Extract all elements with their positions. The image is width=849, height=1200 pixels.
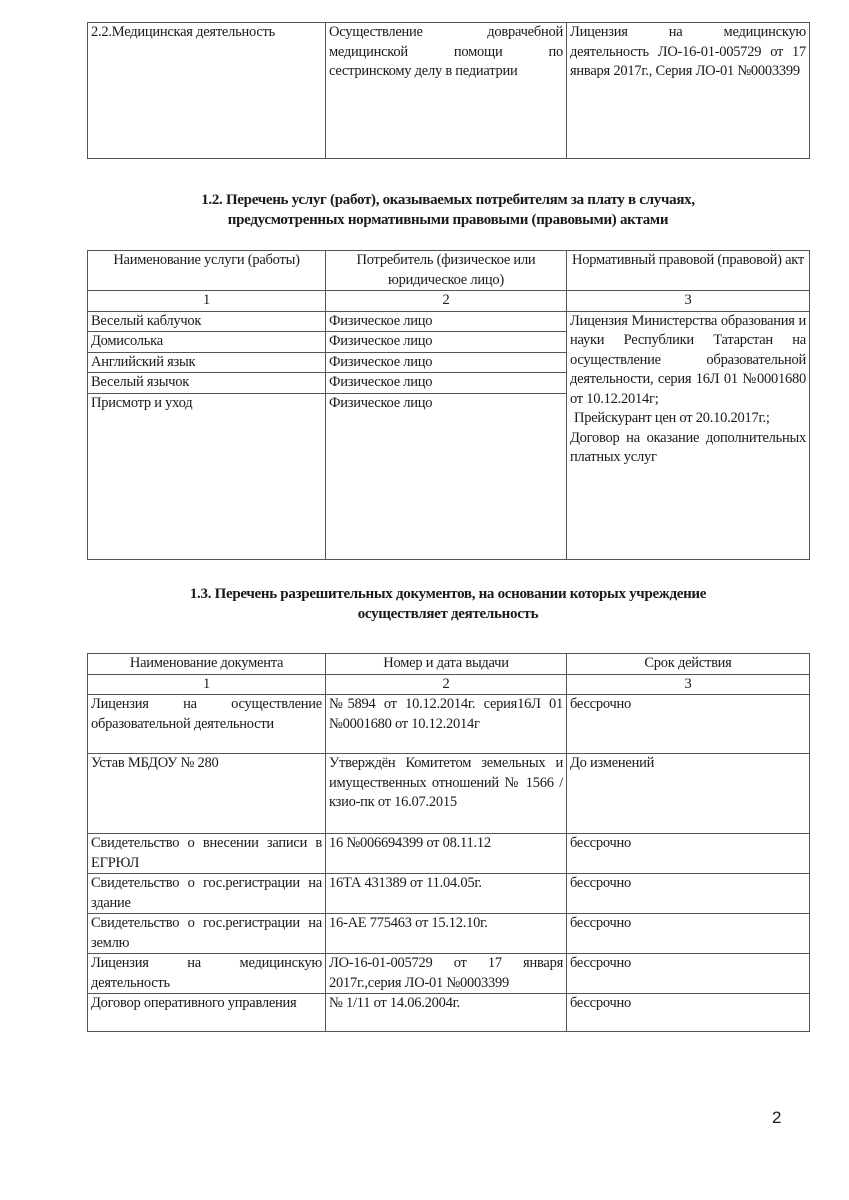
table-row: Лицензия на медицинскую деятельность ЛО-… (87, 953, 810, 994)
service-cell: Присмотр и уход (87, 392, 326, 560)
document-number-cell: 16ТА 431389 от 11.04.05г. (325, 873, 567, 914)
column-number: 1 (87, 290, 326, 312)
paid-services-table: Наименование услуги (работы) Потребитель… (87, 250, 810, 560)
document-name-cell: Лицензия на медицинскую деятельность (87, 953, 326, 994)
document-number-cell: 16-АЕ 775463 от 15.12.10г. (325, 913, 567, 954)
validity-cell: бессрочно (566, 953, 810, 994)
description-cell: Осуществление доврачебной медицинской по… (325, 22, 567, 159)
consumer-cell: Физическое лицо (325, 331, 567, 353)
document-name-cell: Лицензия на осуществление образовательно… (87, 694, 326, 754)
activity-cell: 2.2.Медицинская деятельность (87, 22, 326, 159)
validity-cell: бессрочно (566, 873, 810, 914)
number-row: 1 2 3 (87, 673, 810, 695)
consumer-cell: Физическое лицо (325, 392, 567, 560)
document-number-cell: Утверждён Комитетом земельных и имуществ… (325, 753, 567, 834)
column-number: 3 (566, 290, 810, 312)
document-name-cell: Свидетельство о внесении записи в ЕГРЮЛ (87, 833, 326, 874)
column-header: Потребитель (физическое или юридическое … (325, 250, 567, 291)
service-cell: Английский язык (87, 351, 326, 373)
header-row: Наименование документа Номер и дата выда… (87, 653, 810, 675)
column-header: Номер и дата выдачи (325, 653, 567, 675)
table-row: Присмотр и уход Физическое лицо (87, 392, 810, 560)
column-number: 2 (325, 673, 567, 695)
title-line: 1.2. Перечень услуг (работ), оказываемых… (201, 192, 695, 208)
document-name-cell: Свидетельство о гос.регистрации на землю (87, 913, 326, 954)
number-row: 1 2 3 (87, 290, 810, 312)
service-cell: Веселый каблучок (87, 310, 326, 332)
document-number-cell: 16 №006694399 от 08.11.12 (325, 833, 567, 874)
table-row: Веселый каблучок Физическое лицо Лицензи… (87, 310, 810, 560)
legal-act-contract: Договор на оказание дополнительных платн… (570, 429, 806, 466)
column-header: Срок действия (566, 653, 810, 675)
table-row: Договор оперативного управления № 1/11 о… (87, 993, 810, 1032)
validity-cell: бессрочно (566, 913, 810, 954)
document-number-cell: ЛО-16-01-005729 от 17 января 2017г.,сери… (325, 953, 567, 994)
table-row: 2.2.Медицинская деятельность Осуществлен… (87, 22, 810, 159)
title-line: осуществляет деятельность (357, 606, 539, 622)
table-row: Свидетельство о гос.регистрации на здани… (87, 873, 810, 914)
document-name-cell: Устав МБДОУ № 280 (87, 753, 326, 834)
section-1-2-title: 1.2. Перечень услуг (работ), оказываемых… (87, 190, 809, 230)
service-cell: Домисолька (87, 331, 326, 353)
column-header: Нормативный правовой (правовой) акт (566, 250, 810, 291)
column-number: 3 (566, 673, 810, 695)
header-row: Наименование услуги (работы) Потребитель… (87, 250, 810, 291)
document-name-cell: Свидетельство о гос.регистрации на здани… (87, 873, 326, 914)
medical-activity-table: 2.2.Медицинская деятельность Осуществлен… (87, 22, 810, 159)
column-header: Наименование услуги (работы) (87, 250, 326, 291)
column-number: 1 (87, 673, 326, 695)
consumer-cell: Физическое лицо (325, 372, 567, 394)
validity-cell: До изменений (566, 753, 810, 834)
validity-cell: бессрочно (566, 694, 810, 754)
legal-act-price-list: Прейскурант цен от 20.10.2017г.; (574, 410, 770, 426)
title-line: предусмотренных нормативными правовыми (… (227, 212, 669, 228)
validity-cell: бессрочно (566, 993, 810, 1032)
document-number-cell: № 1/11 от 14.06.2004г. (325, 993, 567, 1032)
permits-table: Наименование документа Номер и дата выда… (87, 653, 810, 1032)
document-number-cell: №5894 от 10.12.2014г. серия16Л 01 №00016… (325, 694, 567, 754)
legal-act-license: Лицензия Министерства образования и наук… (570, 312, 806, 407)
license-cell: Лицензия на медицинскую деятельность ЛО-… (566, 22, 810, 159)
legal-act-cell: Лицензия Министерства образования и наук… (566, 310, 810, 560)
table-row: Свидетельство о гос.регистрации на землю… (87, 913, 810, 954)
table-row: Устав МБДОУ № 280 Утверждён Комитетом зе… (87, 753, 810, 834)
column-number: 2 (325, 290, 567, 312)
service-cell: Веселый язычок (87, 372, 326, 394)
table-row: Лицензия на осуществление образовательно… (87, 694, 810, 754)
consumer-cell: Физическое лицо (325, 310, 567, 332)
page-number: 2 (772, 1108, 782, 1127)
table-row: Свидетельство о внесении записи в ЕГРЮЛ … (87, 833, 810, 874)
title-line: 1.3. Перечень разрешительных документов,… (189, 586, 707, 602)
table-row: Веселый язычок Физическое лицо (87, 372, 810, 394)
consumer-cell: Физическое лицо (325, 351, 567, 373)
validity-cell: бессрочно (566, 833, 810, 874)
column-header: Наименование документа (87, 653, 326, 675)
section-1-3-title: 1.3. Перечень разрешительных документов,… (87, 584, 809, 624)
document-name-cell: Договор оперативного управления (87, 993, 326, 1032)
